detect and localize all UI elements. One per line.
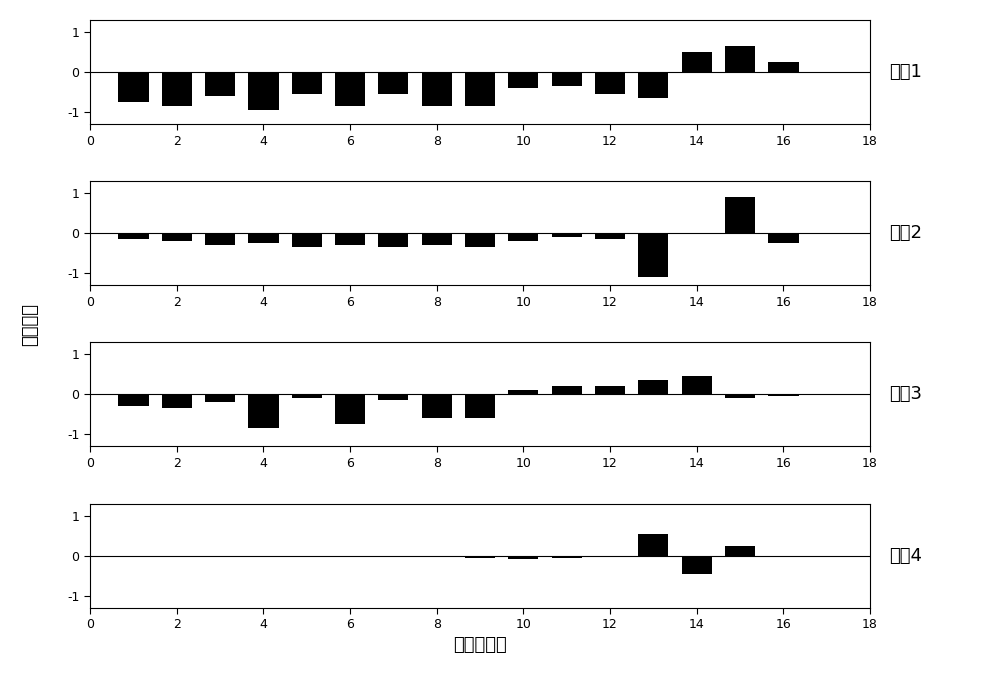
Text: 模态幅値: 模态幅値: [21, 302, 39, 346]
Bar: [335, 394, 365, 425]
Bar: [292, 234, 322, 247]
Bar: [595, 72, 625, 94]
Bar: [248, 72, 278, 110]
Bar: [768, 234, 798, 243]
Bar: [682, 52, 712, 72]
Bar: [725, 394, 755, 398]
Text: 模式3: 模式3: [890, 385, 922, 404]
Bar: [465, 234, 495, 247]
Bar: [292, 394, 322, 398]
Bar: [205, 394, 235, 402]
Bar: [465, 556, 495, 558]
Bar: [552, 72, 582, 86]
Bar: [638, 381, 668, 394]
Bar: [422, 234, 452, 245]
Bar: [118, 72, 148, 102]
Bar: [638, 234, 668, 277]
Bar: [508, 556, 538, 559]
Bar: [552, 556, 582, 558]
Bar: [682, 556, 712, 574]
Bar: [378, 234, 408, 247]
Bar: [205, 234, 235, 245]
Bar: [768, 394, 798, 396]
Bar: [508, 72, 538, 88]
Bar: [638, 533, 668, 556]
Bar: [638, 72, 668, 98]
Bar: [162, 72, 192, 106]
Bar: [725, 545, 755, 556]
Bar: [552, 386, 582, 394]
Bar: [205, 72, 235, 97]
Bar: [335, 234, 365, 245]
Bar: [725, 197, 755, 234]
Bar: [162, 394, 192, 408]
Bar: [422, 394, 452, 418]
Bar: [552, 234, 582, 238]
Bar: [682, 377, 712, 394]
Bar: [508, 390, 538, 394]
Bar: [725, 46, 755, 72]
Bar: [465, 394, 495, 418]
Bar: [595, 234, 625, 240]
Text: 模式2: 模式2: [890, 224, 922, 242]
X-axis label: 发电机编号: 发电机编号: [453, 637, 507, 655]
Bar: [118, 234, 148, 240]
Bar: [335, 72, 365, 106]
Bar: [595, 386, 625, 394]
Bar: [162, 234, 192, 242]
Bar: [768, 62, 798, 72]
Bar: [248, 394, 278, 429]
Bar: [465, 72, 495, 106]
Text: 模式4: 模式4: [890, 547, 922, 564]
Text: 模式1: 模式1: [890, 63, 922, 81]
Bar: [378, 72, 408, 94]
Bar: [422, 72, 452, 106]
Bar: [248, 234, 278, 243]
Bar: [118, 394, 148, 406]
Bar: [378, 394, 408, 400]
Bar: [508, 234, 538, 242]
Bar: [292, 72, 322, 94]
